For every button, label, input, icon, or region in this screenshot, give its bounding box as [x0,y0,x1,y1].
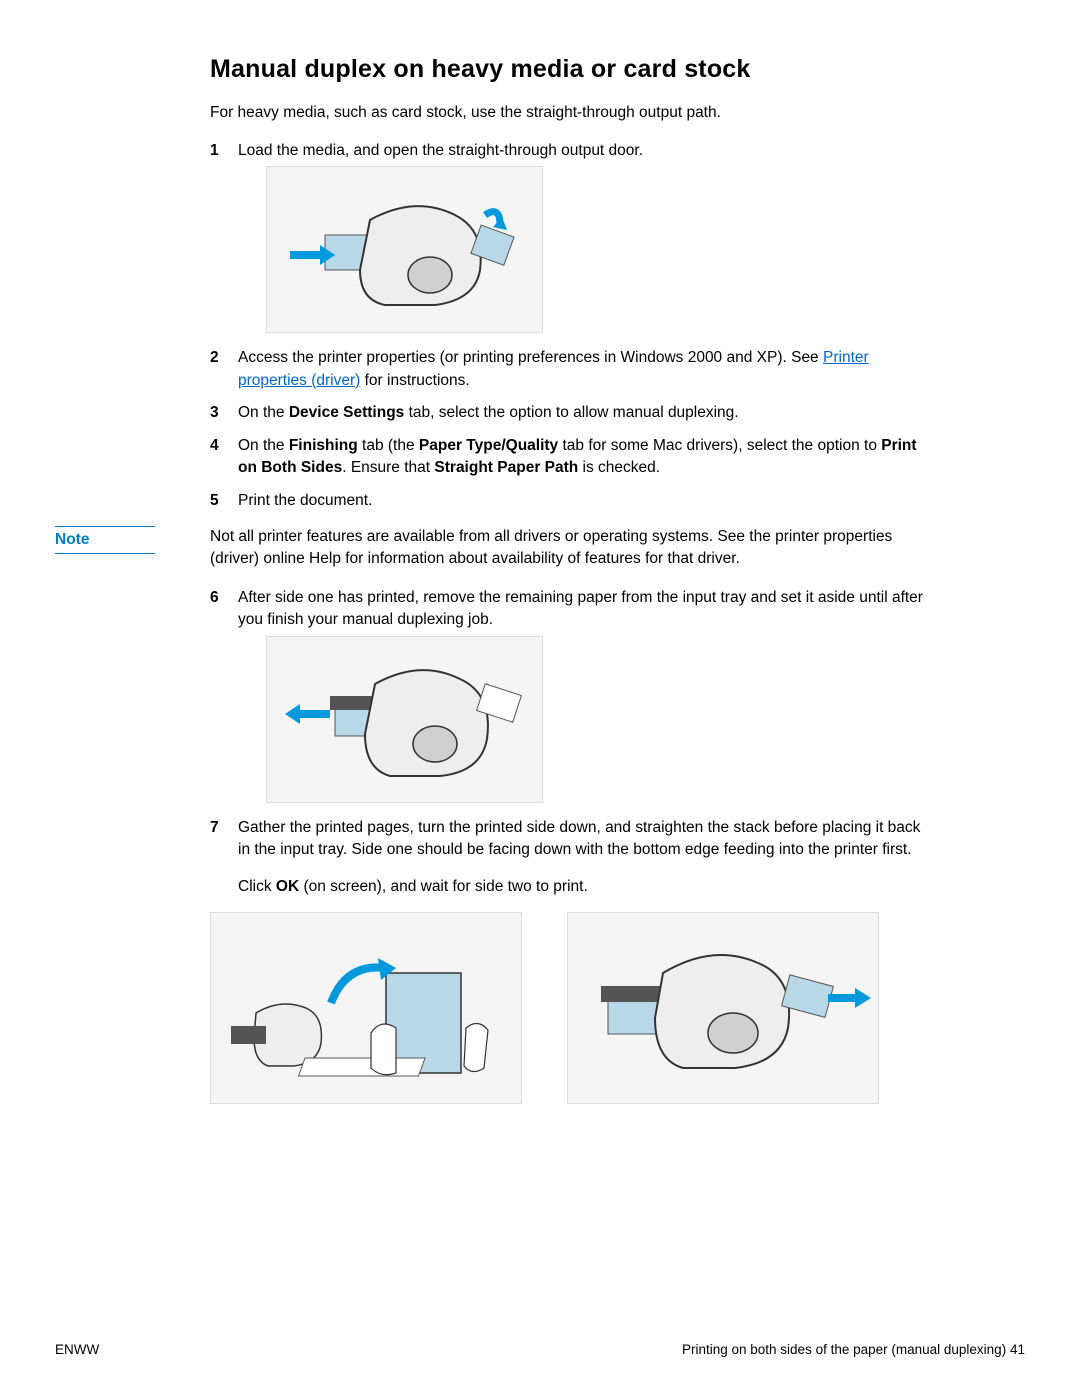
step-text-post: tab, select the option to allow manual d… [404,404,738,421]
footer-page-number: 41 [1010,1342,1025,1357]
printer-icon [275,175,535,325]
t: tab for some Mac drivers), select the op… [558,437,881,454]
page-footer: ENWW Printing on both sides of the paper… [55,1342,1025,1357]
figure-1 [266,166,543,333]
step-4: 4 On the Finishing tab (the Paper Type/Q… [210,435,930,480]
step-number: 7 [210,817,219,839]
step-1: 1 Load the media, and open the straight-… [210,140,930,333]
figure-3a [210,912,522,1104]
bold-text: Straight Paper Path [434,459,578,476]
footer-left: ENWW [55,1342,99,1357]
footer-section: Printing on both sides of the paper (man… [682,1342,1006,1357]
step-5: 5 Print the document. [210,490,930,512]
bold-text: Paper Type/Quality [419,437,558,454]
bold-text: Device Settings [289,404,404,421]
content-column: Manual duplex on heavy media or card sto… [210,55,930,1104]
step-number: 3 [210,402,219,424]
note-label: Note [55,526,155,554]
step-text-post: for instructions. [360,372,469,389]
printer-hands-icon [216,918,516,1098]
step-number: 2 [210,347,219,369]
t: On the [238,437,289,454]
step-text-pre: On the [238,404,289,421]
note-block: Note Not all printer features are availa… [210,526,930,571]
steps-list: 1 Load the media, and open the straight-… [210,140,930,512]
bold-text: OK [276,878,299,895]
step-text: After side one has printed, remove the r… [238,589,923,628]
bold-text: Finishing [289,437,358,454]
step-text: Print the document. [238,492,372,509]
intro-paragraph: For heavy media, such as card stock, use… [210,102,930,124]
figure-row [210,912,930,1104]
step-text-pre: Access the printer properties (or printi… [238,349,823,366]
step-3: 3 On the Device Settings tab, select the… [210,402,930,424]
t: tab (the [358,437,419,454]
step-number: 5 [210,490,219,512]
after-step-7: Click OK (on screen), and wait for side … [238,876,930,898]
step-text: Gather the printed pages, turn the print… [238,819,920,858]
printer-icon [275,644,535,794]
step-text: Load the media, and open the straight-th… [238,142,643,159]
step-number: 6 [210,587,219,609]
figure-3b [567,912,879,1104]
footer-right: Printing on both sides of the paper (man… [682,1342,1025,1357]
steps-list-cont: 6 After side one has printed, remove the… [210,587,930,862]
t: (on screen), and wait for side two to pr… [299,878,588,895]
step-number: 1 [210,140,219,162]
t: . Ensure that [342,459,434,476]
t: Click [238,878,276,895]
step-7: 7 Gather the printed pages, turn the pri… [210,817,930,862]
step-number: 4 [210,435,219,457]
step-6: 6 After side one has printed, remove the… [210,587,930,803]
figure-2 [266,636,543,803]
page-title: Manual duplex on heavy media or card sto… [210,55,930,84]
note-text: Not all printer features are available f… [210,526,930,571]
t: is checked. [578,459,660,476]
document-page: Manual duplex on heavy media or card sto… [0,0,1080,1397]
step-2: 2 Access the printer properties (or prin… [210,347,930,392]
printer-icon [573,918,873,1098]
